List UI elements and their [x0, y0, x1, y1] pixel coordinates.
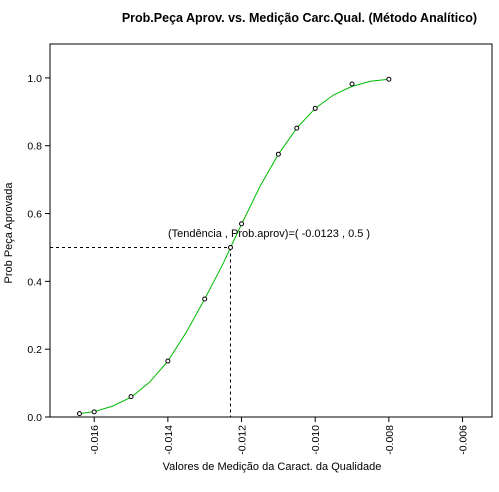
y-tick-label: 0.8 [27, 141, 42, 153]
data-point [312, 105, 318, 111]
data-point [91, 409, 97, 415]
y-tick-label: 1.0 [27, 73, 42, 85]
data-point [386, 76, 392, 82]
tendency-annotation: (Tendência , Prob.aprov)=( -0.0123 , 0.5… [168, 228, 370, 240]
data-point [294, 125, 300, 131]
x-tick-label: -0.010 [310, 425, 322, 455]
x-tick-label: -0.008 [384, 425, 396, 455]
plot-frame [49, 43, 493, 418]
data-point [239, 221, 245, 227]
x-axis-label: Valores de Medição da Caract. da Qualida… [163, 461, 382, 473]
fitted-curve [79, 78, 389, 415]
data-point [349, 81, 355, 87]
y-axis-label: Prob Peça Aprovada [3, 182, 15, 284]
x-tick-label: -0.006 [458, 425, 470, 455]
x-tick-label: -0.016 [89, 425, 101, 455]
x-tick-label: -0.014 [163, 425, 175, 455]
y-tick-label: 0.6 [27, 209, 42, 221]
y-tick-label: 0.4 [27, 276, 42, 288]
data-point [227, 244, 233, 250]
y-tick-label: 0.2 [27, 344, 42, 356]
data-point [165, 358, 171, 364]
data-point [128, 394, 134, 400]
x-tick-label: -0.012 [237, 425, 249, 455]
data-point [76, 411, 82, 417]
data-point [202, 296, 208, 302]
data-point [275, 151, 281, 157]
chart-title: Prob.Peça Aprov. vs. Medição Carc.Qual. … [121, 11, 477, 25]
y-tick-label: 0.0 [27, 412, 42, 424]
